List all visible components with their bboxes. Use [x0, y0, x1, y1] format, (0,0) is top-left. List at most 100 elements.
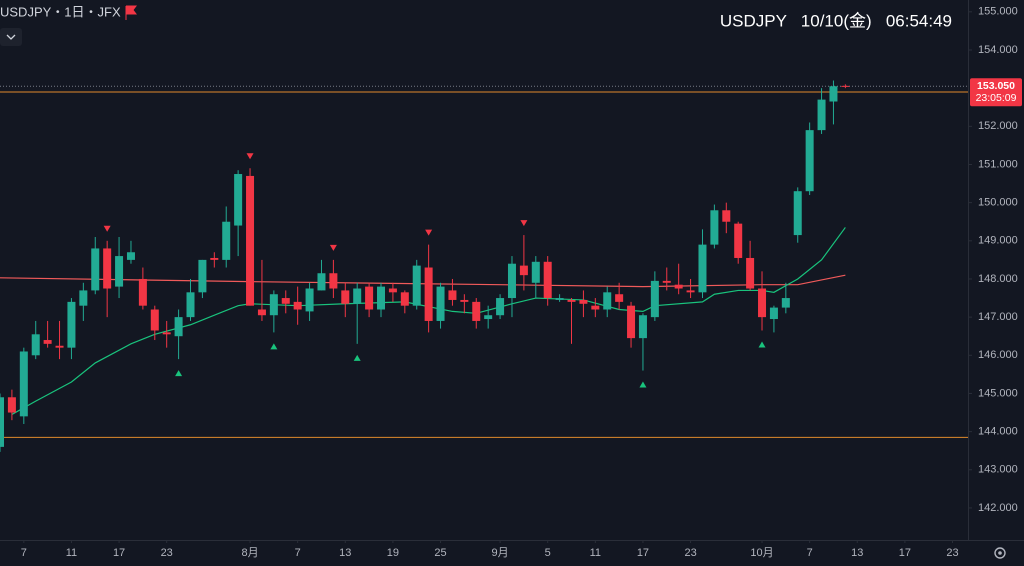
candle-body: [115, 256, 124, 287]
chevron-icon: [6, 34, 16, 40]
candle-body: [519, 265, 528, 276]
candle-body: [615, 294, 624, 302]
candle-body: [555, 298, 564, 300]
x-tick-label: 7: [295, 547, 301, 559]
y-tick-label: 146.000: [978, 349, 1018, 361]
x-tick-label: 17: [637, 547, 649, 559]
candle-body: [341, 290, 350, 304]
candle-body: [162, 332, 171, 335]
x-tick-label: 7: [21, 547, 27, 559]
candle-body: [484, 315, 493, 320]
candle-body: [400, 292, 409, 306]
candle-body: [246, 175, 255, 306]
candle-body: [758, 288, 767, 318]
x-tick-label: 11: [590, 547, 601, 559]
candle-body: [722, 210, 731, 222]
candle-body: [43, 340, 52, 344]
gear-center: [998, 551, 1002, 555]
candle-body: [210, 257, 219, 260]
candle-body: [543, 261, 552, 299]
candle-body: [257, 309, 266, 316]
candle-body: [674, 284, 683, 289]
x-tick-label: 23: [161, 547, 173, 559]
x-tick-label: 23: [684, 547, 696, 559]
candle-body: [353, 288, 362, 304]
candle-body: [79, 290, 88, 306]
sell-signal: [246, 153, 254, 160]
settings-button[interactable]: [994, 547, 1006, 559]
buy-signal: [758, 341, 766, 348]
y-tick-label: 154.000: [978, 44, 1018, 56]
candle-body: [19, 351, 28, 417]
candle-body: [174, 317, 183, 337]
y-tick-label: 150.000: [978, 197, 1018, 209]
candle-body: [412, 265, 421, 306]
y-tick-label: 143.000: [978, 464, 1018, 476]
candle-body: [0, 397, 4, 447]
candle-body: [126, 252, 135, 260]
y-tick-label: 147.000: [978, 311, 1018, 323]
candle-body: [734, 223, 743, 258]
candle-body: [793, 191, 802, 236]
candle-body: [234, 174, 243, 226]
sell-signal: [425, 229, 433, 236]
candle-body: [424, 267, 433, 321]
candle-body: [317, 273, 326, 291]
x-tick-label: 13: [339, 547, 351, 559]
datetime-display: USDJPY 10/10(金) 06:54:49: [720, 11, 952, 30]
x-tick-label: 5: [545, 547, 551, 559]
x-tick-label: 10月: [750, 547, 773, 559]
candle-body: [186, 292, 195, 318]
candle-body: [817, 99, 826, 131]
x-tick-label: 25: [434, 547, 446, 559]
buy-signal: [639, 381, 647, 388]
candle-body: [329, 273, 338, 289]
countdown-label: 23:05:09: [976, 92, 1017, 104]
candle-body: [829, 86, 838, 102]
candle-body: [436, 286, 445, 321]
candle-body: [7, 397, 16, 413]
y-tick-label: 145.000: [978, 387, 1018, 399]
x-tick-label: 17: [899, 547, 911, 559]
candle-body: [496, 298, 505, 316]
collapse-button[interactable]: [0, 28, 22, 46]
candle-body: [579, 299, 588, 304]
buy-signal: [175, 370, 183, 377]
price-label-box: [970, 78, 1022, 107]
candle-body: [377, 286, 386, 310]
x-tick-label: 7: [807, 547, 813, 559]
x-tick-label: 13: [851, 547, 863, 559]
candle-body: [841, 85, 850, 87]
candle-body: [805, 130, 814, 192]
candle-body: [460, 299, 469, 302]
candle-body: [686, 290, 695, 293]
candle-body: [305, 288, 314, 312]
candle-body: [627, 305, 636, 339]
x-tick-label: 17: [113, 547, 125, 559]
candle-body: [769, 307, 778, 320]
sell-signal: [103, 225, 111, 232]
y-tick-label: 152.000: [978, 120, 1018, 132]
candle-body: [365, 286, 374, 310]
candle-body: [662, 280, 671, 283]
price-label: 153.050: [977, 80, 1015, 92]
flag-icon[interactable]: [125, 5, 137, 20]
candle-body: [198, 259, 207, 293]
candle-body: [507, 263, 516, 299]
candle-body: [746, 257, 755, 289]
x-tick-label: 19: [387, 547, 399, 559]
candle-body: [150, 309, 159, 331]
buy-signal: [270, 343, 278, 350]
candle-body: [67, 301, 76, 348]
candle-body: [472, 301, 481, 321]
y-tick-label: 155.000: [978, 6, 1018, 18]
candle-body: [31, 334, 40, 356]
candle-body: [448, 290, 457, 300]
y-tick-label: 142.000: [978, 502, 1018, 514]
buy-signal: [353, 354, 361, 361]
candle-body: [103, 248, 112, 289]
candle-body: [698, 244, 707, 293]
candle-body: [269, 294, 278, 316]
